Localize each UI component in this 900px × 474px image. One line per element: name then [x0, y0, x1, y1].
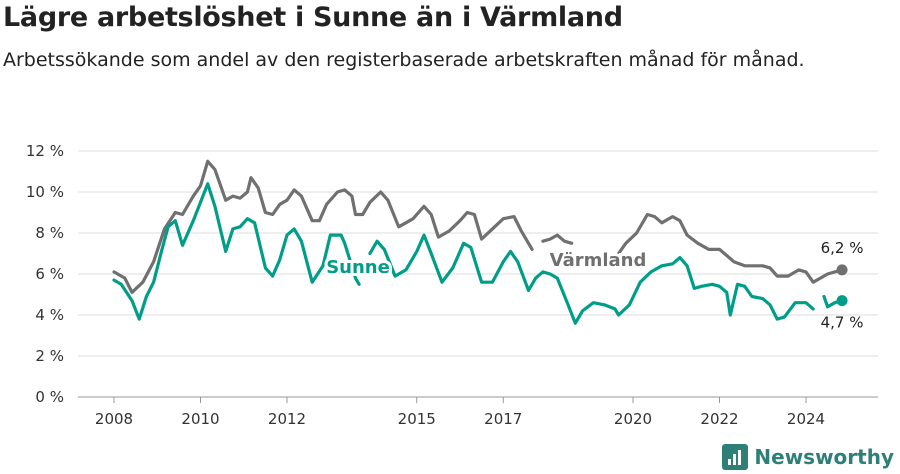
x-tick-label: 2017	[484, 410, 522, 428]
x-tick-label: 2010	[181, 410, 219, 428]
bar-chart-icon	[722, 444, 749, 470]
y-tick-label: 10 %	[26, 183, 64, 201]
x-tick-label: 2024	[787, 410, 825, 428]
series-line-sunne	[112, 182, 361, 321]
y-tick-label: 2 %	[35, 347, 64, 365]
end-label-sunne: 4,7 %	[821, 314, 864, 332]
series-lines	[112, 159, 848, 325]
newsworthy-logo: Newsworthy	[722, 444, 894, 470]
brand-name: Newsworthy	[754, 445, 894, 469]
x-tick-label: 2012	[268, 410, 306, 428]
series-line-v-rmland	[112, 159, 534, 294]
series-line-v-rmland	[617, 212, 844, 284]
series-line-sunne	[368, 233, 815, 325]
chart-subtitle: Arbetssökande som andel av den registerb…	[3, 49, 805, 71]
y-tick-label: 12 %	[26, 142, 64, 160]
y-tick-label: 0 %	[35, 388, 64, 406]
x-axis-ticks: 2008 2010 2012 2015 2017 2020 2022 2024	[95, 397, 825, 428]
end-label-v-rmland: 6,2 %	[821, 239, 864, 257]
y-tick-label: 4 %	[35, 306, 64, 324]
x-tick-label: 2020	[614, 410, 652, 428]
x-tick-label: 2015	[398, 410, 436, 428]
y-axis-ticks: 0 % 2 % 4 % 6 % 8 % 10 % 12 %	[26, 142, 64, 406]
series-label-sunne: Sunne	[326, 257, 390, 278]
series-label-varmland: Värmland	[550, 250, 647, 271]
x-tick-label: 2008	[95, 410, 133, 428]
end-point-sunne	[836, 295, 848, 307]
series-line-v-rmland	[541, 233, 574, 245]
chart-title: Lägre arbetslöshet i Sunne än i Värmland	[3, 2, 623, 33]
y-tick-label: 8 %	[35, 224, 64, 242]
x-tick-label: 2022	[700, 410, 738, 428]
series-labels: 6,2 % 4,7 % Sunne Värmland	[323, 239, 864, 332]
y-tick-label: 6 %	[35, 265, 64, 283]
end-point-v-rmland	[836, 264, 848, 276]
